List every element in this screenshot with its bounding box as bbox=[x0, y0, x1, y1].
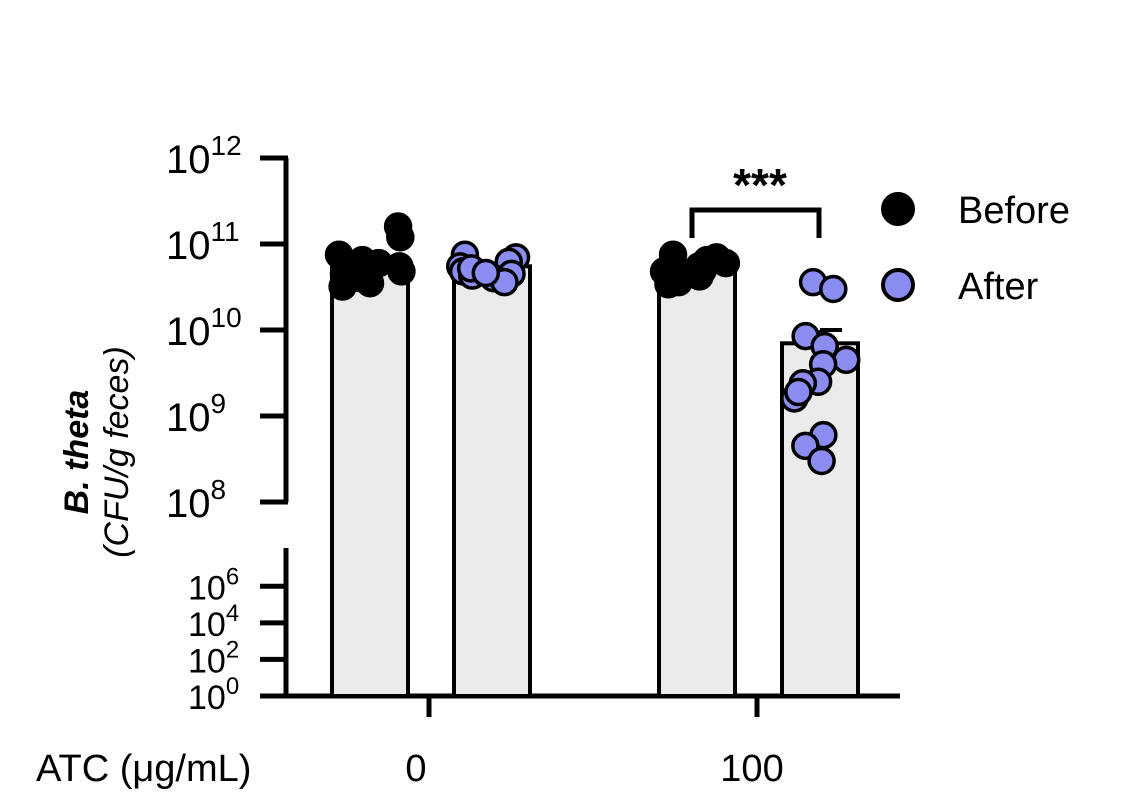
data-point-before bbox=[386, 222, 415, 252]
data-point-before bbox=[387, 257, 416, 286]
significance-label: *** bbox=[733, 159, 787, 211]
y-tick-exp: 9 bbox=[211, 388, 227, 419]
legend-label-before: Before bbox=[958, 190, 1070, 232]
y-tick-label-0: 100 bbox=[188, 673, 239, 717]
y-tick-exp: 0 bbox=[226, 673, 239, 700]
y-tick-base: 10 bbox=[188, 642, 226, 680]
y-tick-label-10: 1010 bbox=[166, 302, 242, 354]
data-point-after bbox=[807, 446, 836, 476]
y-tick-base: 10 bbox=[188, 569, 226, 607]
data-point-before bbox=[649, 257, 679, 286]
y-tick-base: 10 bbox=[166, 224, 211, 268]
y-tick-exp: 8 bbox=[211, 474, 227, 505]
data-point-after bbox=[819, 274, 848, 304]
legend: Before After bbox=[881, 190, 1070, 308]
x-tick-label-0: 0 bbox=[405, 748, 426, 790]
y-axis-units: (CFU/g feces) bbox=[98, 346, 136, 558]
y-tick-exp: 10 bbox=[211, 302, 242, 333]
bar-after-0 bbox=[452, 264, 532, 698]
y-tick-label-4: 104 bbox=[188, 600, 239, 644]
y-tick-label-2: 102 bbox=[188, 636, 239, 680]
y-tick-label-8: 108 bbox=[166, 474, 226, 526]
x-axis-title: ATC (μg/mL) bbox=[36, 748, 251, 790]
bar-before-100 bbox=[657, 267, 737, 698]
data-point-before bbox=[328, 272, 357, 301]
data-point-after bbox=[831, 345, 861, 375]
y-tick-label-11: 1011 bbox=[166, 216, 240, 268]
y-tick-exp: 2 bbox=[226, 636, 239, 663]
y-tick-exp: 6 bbox=[226, 563, 239, 590]
x-tick-label-100: 100 bbox=[720, 748, 783, 790]
data-point-after bbox=[471, 258, 501, 288]
y-tick-label-12: 1012 bbox=[166, 130, 242, 182]
bar-before-0 bbox=[330, 258, 410, 698]
y-axis-title: B. theta bbox=[58, 390, 96, 515]
legend-marker-before bbox=[881, 192, 915, 226]
y-tick-exp: 11 bbox=[211, 216, 240, 247]
y-tick-base: 10 bbox=[188, 679, 226, 717]
legend-marker-after bbox=[881, 268, 915, 302]
y-tick-base: 10 bbox=[166, 138, 211, 182]
legend-label-after: After bbox=[958, 266, 1039, 308]
y-tick-label-6: 106 bbox=[188, 563, 239, 607]
y-tick-label-9: 109 bbox=[166, 388, 226, 440]
data-point-after bbox=[784, 377, 813, 407]
y-tick-base: 10 bbox=[166, 310, 211, 354]
y-tick-exp: 4 bbox=[226, 600, 239, 627]
data-point-before bbox=[711, 248, 741, 278]
significance-bracket bbox=[689, 207, 822, 238]
y-tick-base: 10 bbox=[166, 396, 211, 440]
y-tick-base: 10 bbox=[188, 606, 226, 644]
y-tick-base: 10 bbox=[166, 482, 211, 526]
y-tick-exp: 12 bbox=[211, 130, 242, 161]
